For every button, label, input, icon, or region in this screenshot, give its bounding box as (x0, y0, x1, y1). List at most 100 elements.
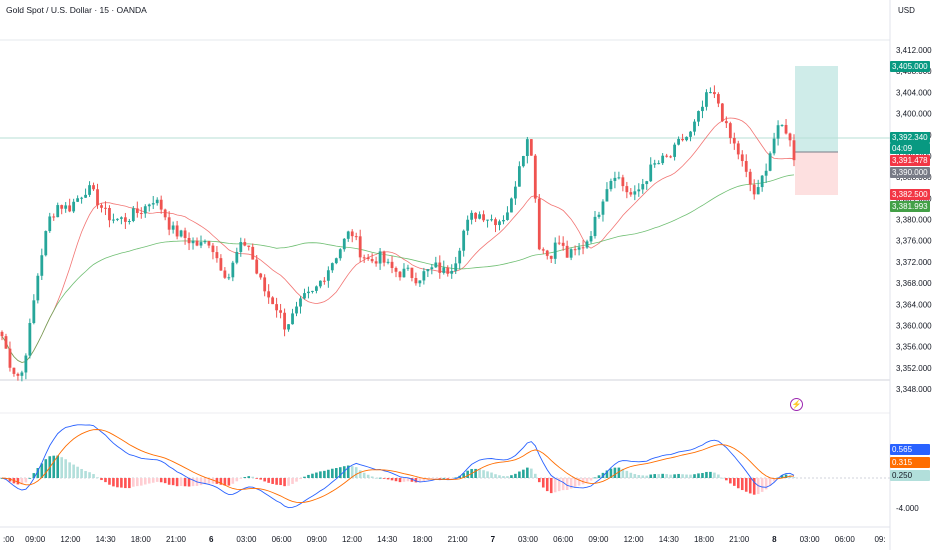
macd-histogram-bar (239, 478, 243, 479)
macd-histogram-bar (128, 478, 131, 489)
candle-body (386, 261, 390, 263)
macd-histogram-bar (418, 478, 422, 483)
macd-histogram-bar (605, 470, 609, 478)
macd-histogram-bar (275, 478, 278, 485)
stop-loss-zone[interactable] (795, 152, 838, 195)
macd-histogram-bar (346, 465, 350, 478)
macd-histogram-bar (537, 478, 541, 483)
macd-histogram-bar (259, 478, 262, 480)
macd-histogram-bar (585, 478, 589, 483)
candle-body (732, 137, 736, 144)
candle-body (24, 355, 28, 373)
macd-histogram-bar (338, 467, 342, 478)
candle-body (139, 213, 143, 215)
candle-body (541, 249, 545, 251)
candle-body (740, 154, 744, 162)
macd-histogram-bar (223, 478, 227, 486)
candle-body (784, 124, 788, 134)
currency-label[interactable]: USD (898, 6, 915, 15)
macd-histogram-bar (112, 478, 115, 487)
candle-body (752, 184, 756, 195)
macd-histogram-bar (231, 478, 235, 484)
macd-histogram-bar (96, 477, 99, 479)
candle-body (577, 247, 581, 250)
candle-body (382, 251, 386, 263)
candle-body (0, 331, 4, 337)
candle-body (263, 277, 267, 292)
candle-body (434, 262, 438, 268)
macd-histogram-bar (725, 478, 728, 481)
candle-body (28, 323, 32, 356)
candle-body (414, 277, 418, 284)
take-profit-tag: 3,405.000 (890, 61, 930, 72)
candle-body (502, 219, 505, 222)
candle-body (510, 198, 513, 213)
macd-histogram-bar (780, 475, 784, 478)
candle-body (315, 286, 318, 291)
candle-body (613, 177, 617, 181)
candle-body (159, 199, 163, 210)
macd-histogram-bar (518, 471, 521, 478)
price-tick-label: 3,376.000 (896, 237, 932, 246)
macd-histogram-bar (621, 468, 625, 478)
macd-histogram-bar (494, 474, 497, 478)
candle-body (482, 214, 485, 221)
candle-body (183, 230, 187, 238)
candle-body (705, 92, 708, 107)
macd-histogram-bar (557, 478, 561, 492)
fast-moving-average (1, 117, 795, 363)
candle-body (287, 324, 290, 330)
candle-body (259, 273, 263, 278)
candle-body (442, 267, 446, 273)
macd-histogram-bar (382, 478, 386, 479)
price-tick-label: 3,352.000 (896, 364, 932, 373)
candle-body (8, 348, 12, 368)
macd-histogram-bar (350, 466, 354, 478)
macd-histogram-bar (183, 478, 187, 487)
price-tick-label: 3,412.000 (896, 46, 932, 55)
macd-histogram-bar (32, 473, 36, 478)
candle-body (533, 155, 537, 199)
candle-body (378, 251, 382, 264)
macd-histogram-bar (462, 473, 465, 478)
candle-body (486, 219, 489, 221)
take-profit-zone[interactable] (795, 66, 838, 152)
candlestick-series (0, 85, 796, 382)
candle-body (100, 205, 103, 208)
candle-body (255, 259, 259, 274)
time-tick-label: 03:00 (518, 535, 539, 544)
macd-histogram-bar (589, 478, 593, 481)
candle-body (494, 219, 497, 226)
candle-body (597, 214, 601, 217)
candle-body (12, 367, 16, 374)
macd-histogram-bar (541, 478, 545, 488)
time-tick-label: 09:00 (588, 535, 609, 544)
macd-histogram-bar (545, 478, 549, 492)
macd-histogram-bar (474, 468, 477, 478)
candle-body (330, 263, 334, 271)
candle-body (191, 240, 195, 244)
macd-histogram-bar (549, 478, 553, 494)
macd-histogram-bar (434, 478, 438, 479)
candle-body (112, 219, 115, 221)
macd-histogram-bar (327, 469, 330, 478)
candle-body (637, 189, 641, 192)
candle-body (370, 259, 374, 262)
candle-body (629, 192, 633, 195)
macd-histogram-bar (255, 478, 259, 479)
candle-body (163, 209, 167, 218)
lightning-icon[interactable]: ⚡ (790, 398, 803, 411)
candle-body (673, 144, 677, 157)
candle-body (617, 177, 621, 179)
macd-histogram-bar (689, 474, 692, 478)
candle-body (716, 94, 720, 104)
candle-body (20, 372, 24, 376)
candle-body (653, 163, 657, 165)
macd-histogram-bar (362, 472, 366, 478)
macd-histogram-bar (215, 478, 219, 484)
candle-body (768, 153, 772, 171)
price-tick-label: 3,348.000 (896, 385, 932, 394)
candle-body (199, 242, 203, 246)
macd-histogram-bar (143, 478, 147, 485)
